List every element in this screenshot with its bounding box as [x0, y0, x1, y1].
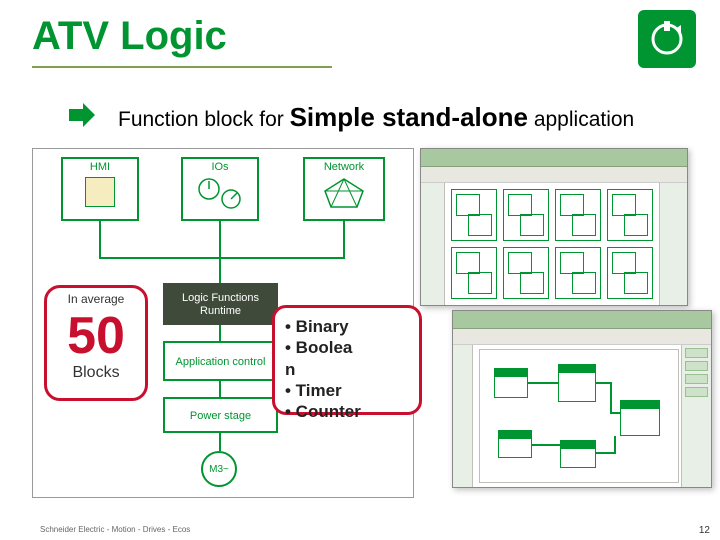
callout-number: 50: [47, 310, 145, 362]
conn-line: [219, 257, 221, 283]
logic-runtime-label: Logic Functions Runtime: [165, 292, 276, 318]
brand-badge: [638, 10, 696, 68]
wire: [528, 382, 558, 384]
conn-line: [99, 221, 101, 257]
conn-line: [219, 433, 221, 451]
footer-text: Schneider Electric - Motion - Drives - E…: [40, 525, 190, 534]
title-underline: [32, 66, 332, 68]
wire: [596, 452, 614, 454]
hmi-box: HMI: [61, 157, 139, 221]
palette-item: [685, 387, 708, 397]
right-panel: [659, 183, 687, 305]
software-screenshot-editor: [452, 310, 712, 488]
logic-runtime-box: Logic Functions Runtime: [163, 283, 278, 325]
callout-block-types: • Binary • Boolea n • Timer • Counter: [272, 305, 422, 415]
window-titlebar: [453, 311, 711, 329]
function-block-tile: [607, 189, 653, 241]
appctrl-label: Application control: [176, 356, 266, 368]
wire: [532, 444, 560, 446]
wire: [610, 382, 612, 412]
page-title: ATV Logic: [32, 14, 227, 59]
motor-label: M3~: [209, 464, 229, 475]
type-boolean-b: n: [285, 359, 409, 380]
software-screenshot-grid: [420, 148, 688, 306]
type-boolean-a: • Boolea: [285, 337, 409, 358]
callout-blocks-label: Blocks: [47, 364, 145, 382]
network-icon: [319, 175, 369, 211]
callout-avg-label: In average: [47, 292, 145, 306]
subtitle-post: application: [528, 108, 634, 131]
block-grid: [451, 189, 653, 299]
palette-item: [685, 348, 708, 358]
ios-icon: [195, 175, 245, 211]
type-counter: • Counter: [285, 401, 409, 422]
hmi-label: HMI: [63, 161, 137, 173]
fb-node: [560, 440, 596, 468]
wire: [614, 436, 616, 454]
ios-box: IOs: [181, 157, 259, 221]
drive-icon: [647, 19, 687, 59]
motor-symbol: M3~: [201, 451, 237, 487]
right-palette: [681, 345, 711, 487]
conn-line: [343, 221, 345, 257]
network-box: Network: [303, 157, 385, 221]
window-toolbar: [453, 329, 711, 345]
palette-item: [685, 361, 708, 371]
power-label: Power stage: [190, 410, 251, 422]
conn-line: [219, 221, 221, 257]
left-panel: [453, 345, 473, 487]
wire: [596, 382, 610, 384]
conn-line: [219, 381, 221, 397]
function-block-tile: [451, 247, 497, 299]
subtitle-pre: Function block for: [118, 108, 290, 131]
power-box: Power stage: [163, 397, 278, 433]
fb-node: [494, 368, 528, 398]
window-toolbar: [421, 167, 687, 183]
function-block-tile: [503, 247, 549, 299]
fb-node: [558, 364, 596, 402]
palette-item: [685, 374, 708, 384]
window-body: [453, 345, 711, 487]
function-block-tile: [451, 189, 497, 241]
hmi-device-icon: [85, 177, 115, 207]
subtitle: Function block for Simple stand-alone ap…: [118, 102, 634, 133]
type-binary: • Binary: [285, 316, 409, 337]
type-timer: • Timer: [285, 380, 409, 401]
function-block-tile: [607, 247, 653, 299]
ios-label: IOs: [183, 161, 257, 173]
fb-node: [620, 400, 660, 436]
function-block-tile: [555, 247, 601, 299]
left-panel: [421, 183, 445, 305]
fbd-canvas: [479, 349, 679, 483]
wire: [610, 412, 620, 414]
conn-line: [219, 325, 221, 341]
window-titlebar: [421, 149, 687, 167]
network-label: Network: [305, 161, 383, 173]
page-number: 12: [699, 525, 710, 536]
arrow-bullet-icon: [62, 95, 102, 135]
window-body: [421, 183, 687, 305]
appctrl-box: Application control: [163, 341, 278, 381]
callout-50-blocks: In average 50 Blocks: [44, 285, 148, 401]
conn-line: [99, 257, 345, 259]
fb-node: [498, 430, 532, 458]
subtitle-emph: Simple stand-alone: [290, 102, 528, 132]
function-block-tile: [555, 189, 601, 241]
function-block-tile: [503, 189, 549, 241]
